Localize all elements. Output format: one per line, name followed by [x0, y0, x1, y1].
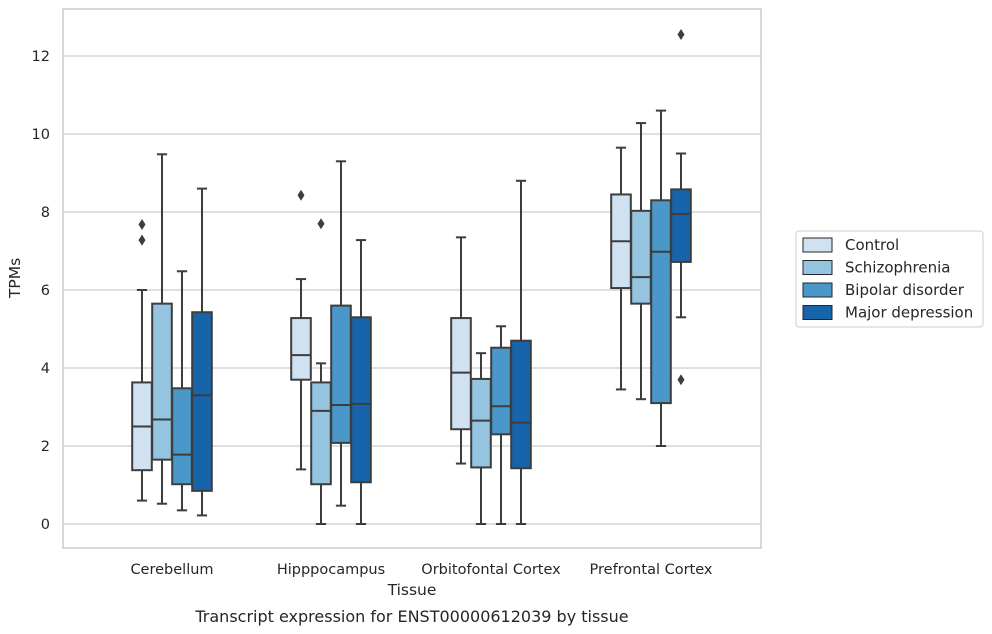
- box-body: [151, 302, 173, 461]
- legend-label: Schizophrenia: [845, 259, 950, 277]
- y-tick-label: 12: [32, 49, 50, 65]
- box-2-0: [171, 270, 193, 512]
- box-0-3: [610, 146, 632, 391]
- legend-swatch: [802, 305, 833, 320]
- legend-label: Control: [845, 236, 899, 254]
- x-tick-label: Prefrontal Cortex: [590, 562, 713, 578]
- box-0-0: [131, 218, 153, 502]
- x-axis-label: Tissue: [387, 581, 437, 599]
- tick-layer: 0 2 4 6 8 10 12 Cerebellum Hipppocampus Orbitofon…: [32, 49, 713, 578]
- y-tick-label: 8: [41, 205, 50, 221]
- box-body: [650, 199, 672, 405]
- y-tick-label: 4: [41, 361, 50, 377]
- box-1-2: [470, 352, 492, 525]
- plot-frame: [62, 8, 762, 549]
- box-1-0: [151, 153, 173, 505]
- box-1-1: [310, 218, 332, 525]
- legend-swatch: [802, 282, 833, 298]
- box-3-2: [510, 179, 532, 525]
- legend: Control Schizophrenia Bipolar disorder Majo…: [795, 230, 984, 328]
- box-body: [470, 377, 492, 469]
- outlier-point: [677, 29, 685, 41]
- y-tick-label: 10: [32, 127, 50, 143]
- box-body: [290, 317, 312, 381]
- box-body: [171, 387, 193, 486]
- box-body: [630, 209, 652, 305]
- box-0-2: [450, 236, 472, 465]
- box-body: [191, 311, 213, 492]
- box-body: [310, 381, 332, 486]
- box-body: [350, 316, 372, 484]
- box-3-0: [191, 187, 213, 517]
- box-3-1: [350, 239, 372, 525]
- outlier-point: [297, 189, 305, 201]
- legend-label: Major depression: [845, 304, 973, 322]
- box-0-1: [290, 189, 312, 471]
- y-axis-label: TPMs: [6, 258, 24, 299]
- box-2-2: [490, 325, 512, 525]
- box-2-1: [330, 160, 352, 507]
- legend-label: Bipolar disorder: [845, 281, 965, 299]
- y-tick-label: 0: [41, 517, 50, 533]
- outlier-point: [317, 218, 325, 230]
- outlier-point: [138, 218, 146, 230]
- legend-frame: [795, 230, 984, 328]
- y-tick-label: 6: [41, 283, 50, 299]
- box-2-3: [650, 109, 672, 447]
- legend-swatch: [802, 237, 833, 253]
- box-layer: [131, 29, 692, 525]
- outlier-point: [138, 234, 146, 246]
- y-tick-label: 2: [41, 439, 50, 455]
- chart-caption: Transcript expression for ENST0000061203…: [194, 607, 628, 626]
- x-tick-label: Cerebellum: [130, 562, 213, 578]
- x-tick-label: Orbitofontal Cortex: [421, 562, 561, 578]
- box-body: [490, 346, 512, 436]
- x-tick-label: Hipppocampus: [277, 562, 385, 578]
- legend-swatch: [802, 260, 833, 275]
- box-3-3: [670, 29, 692, 386]
- box-body: [330, 304, 352, 444]
- outlier-point: [677, 374, 685, 386]
- box-body: [670, 188, 692, 263]
- box-body: [510, 339, 532, 470]
- box-1-3: [630, 122, 652, 401]
